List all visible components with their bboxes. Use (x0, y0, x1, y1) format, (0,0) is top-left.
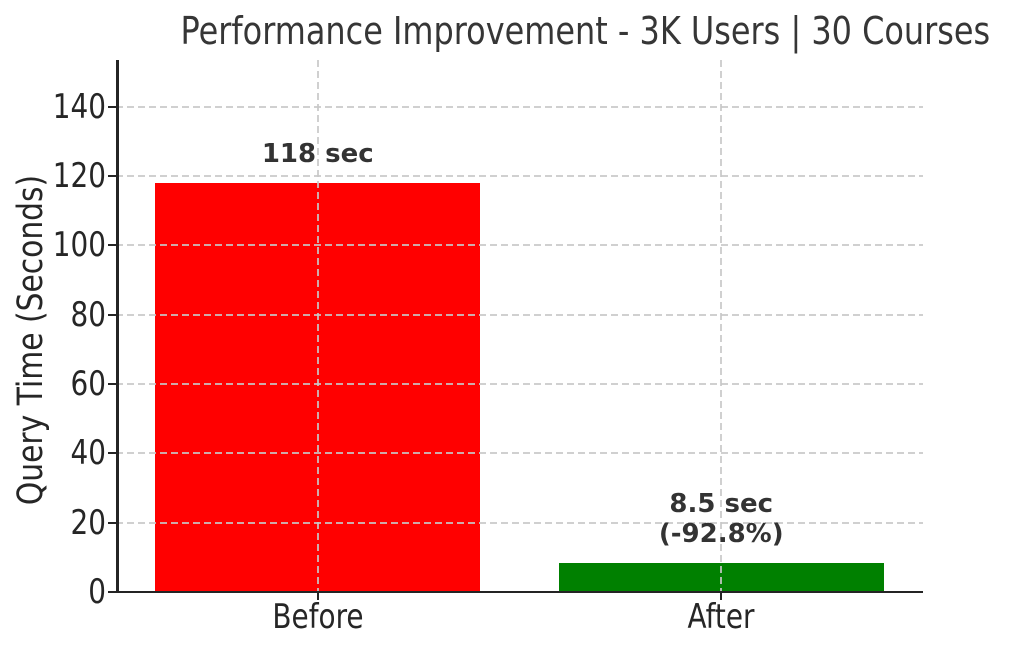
gridline-horizontal (116, 313, 923, 316)
y-tick-mark (108, 175, 116, 178)
y-tick-mark (108, 383, 116, 386)
y-tick-label-80: 80 (70, 294, 106, 335)
bar-value-label-after: 8.5 sec (-92.8%) (658, 488, 784, 549)
gridline-horizontal (116, 244, 923, 247)
y-tick-label-60: 60 (70, 364, 106, 405)
left-axis-spine (116, 60, 119, 593)
gridline-horizontal (116, 452, 923, 455)
y-tick-mark (108, 313, 116, 316)
gridline-vertical (316, 60, 319, 592)
y-tick-label-0: 0 (88, 572, 106, 612)
y-tick-label-120: 120 (52, 156, 106, 197)
x-tick-label-after: After (687, 597, 755, 637)
gridline-horizontal (116, 105, 923, 108)
y-tick-label-40: 40 (70, 433, 106, 474)
y-tick-labels: 0 20 40 60 80 100 120 140 (6, 60, 106, 612)
gridline-horizontal (116, 521, 923, 524)
x-tick-label-before: Before (272, 597, 364, 637)
chart-title: Performance Improvement - 3K Users | 30 … (180, 9, 991, 53)
bar-value-label-before: 118 sec (261, 139, 374, 170)
gridline-horizontal (116, 175, 923, 178)
y-tick-mark (108, 591, 116, 593)
y-tick-mark (108, 105, 116, 108)
plot-area: 118 sec 8.5 sec (-92.8%) (108, 60, 923, 600)
gridline-vertical (720, 60, 723, 592)
y-tick-mark (108, 521, 116, 524)
y-tick-label-20: 20 (70, 502, 106, 543)
y-tick-label-140: 140 (52, 86, 106, 127)
y-tick-label-100: 100 (52, 225, 106, 266)
gridline-horizontal (116, 383, 923, 386)
x-tick-mark (720, 592, 723, 600)
bottom-axis-spine (116, 590, 923, 593)
y-tick-mark (108, 452, 116, 455)
y-tick-mark (108, 244, 116, 247)
x-tick-mark (316, 592, 319, 600)
